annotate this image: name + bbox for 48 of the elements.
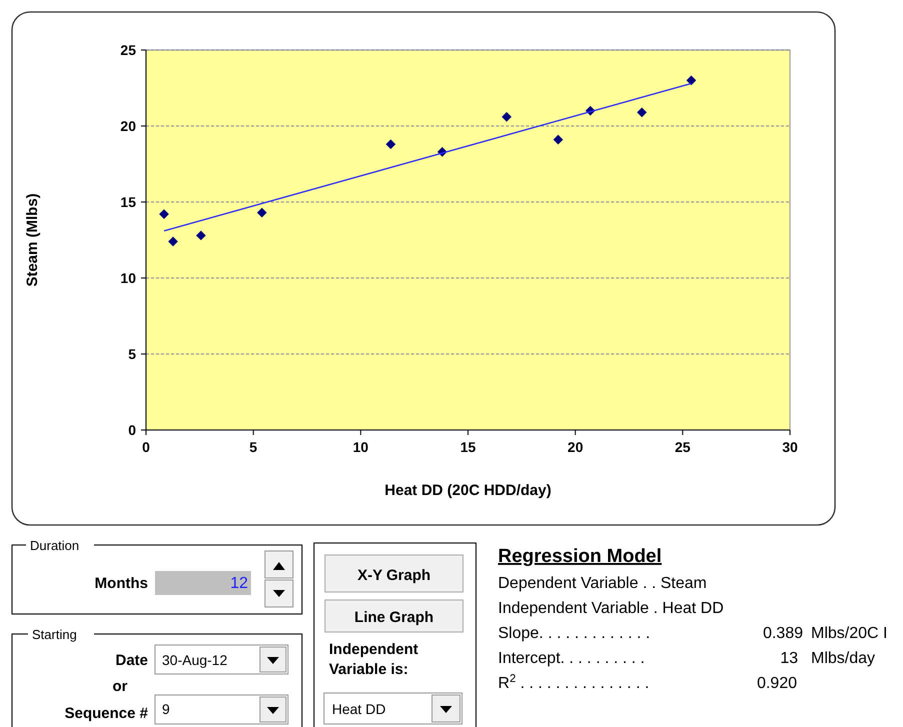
text: 13	[780, 650, 798, 667]
text: Intercept. . . . . . . . . .	[498, 650, 645, 667]
x-tick-label: 30	[782, 439, 798, 455]
x-axis-title: Heat DD (20C HDD/day)	[384, 482, 552, 499]
x-tick-label: 20	[568, 439, 584, 455]
text: Heat DD	[332, 701, 386, 717]
y-axis-title: Steam (Mlbs)	[24, 193, 41, 287]
y-tick-label: 5	[128, 346, 136, 362]
text: 30-Aug-12	[162, 652, 228, 668]
point	[386, 139, 396, 150]
y-tick-label: 0	[128, 422, 136, 438]
text: 0.389	[762, 625, 804, 642]
text: or	[112, 678, 128, 695]
text: Mlbs/20C I	[811, 625, 888, 642]
text: 0.920	[756, 675, 798, 692]
text: Slope. . . . . . . . . . . . .	[498, 625, 650, 642]
x-tick-label: 25	[674, 439, 691, 455]
y-tick-label: 25	[120, 42, 136, 58]
text: Independent Variable is:	[329, 641, 418, 678]
point	[196, 230, 206, 240]
text: Starting	[32, 627, 77, 642]
y-tick-label: 20	[120, 118, 136, 134]
text: Date	[115, 652, 148, 669]
point	[502, 112, 512, 122]
text: Duration	[30, 538, 80, 553]
point	[637, 107, 647, 118]
text: Independent Variable . Heat DD	[498, 600, 724, 617]
x-tick-label: 0	[142, 439, 150, 455]
y-tick-label: 10	[120, 270, 136, 286]
text: R$^{2}$ . . . . . . . . . . . . . . .	[498, 673, 650, 692]
point	[257, 208, 267, 218]
text: Dependent Variable . . Steam	[498, 575, 707, 592]
text: 12	[230, 575, 248, 592]
x-tick-label: 5	[249, 439, 258, 455]
text: Line Graph	[354, 609, 434, 626]
point	[686, 76, 696, 86]
y-tick-label: 15	[120, 194, 136, 210]
text: Mlbs/day	[811, 650, 876, 667]
text: Months	[94, 575, 148, 592]
point	[553, 134, 564, 145]
x-tick-label: 10	[352, 439, 369, 455]
text: X-Y Graph	[357, 567, 431, 584]
text: Sequence #	[64, 705, 149, 722]
text: 9	[162, 701, 170, 717]
text: Regression Model	[498, 546, 662, 567]
point	[168, 236, 178, 246]
x-tick-label: 15	[460, 439, 476, 455]
point	[159, 209, 169, 220]
